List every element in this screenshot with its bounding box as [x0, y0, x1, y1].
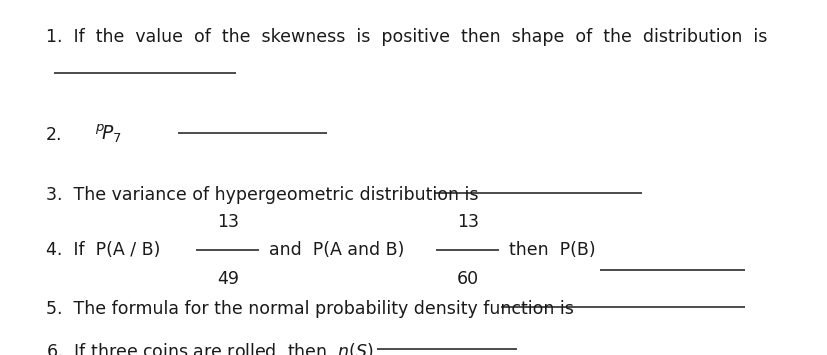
Text: 4.  If  P(A / B): 4. If P(A / B): [45, 241, 160, 259]
Text: 60: 60: [457, 270, 478, 288]
Text: 5.  The formula for the normal probability density function is: 5. The formula for the normal probabilit…: [45, 300, 573, 318]
Text: 3.  The variance of hypergeometric distribution is: 3. The variance of hypergeometric distri…: [45, 186, 477, 204]
Text: 6.  If three coins are rolled, then  $n(S)$: 6. If three coins are rolled, then $n(S)…: [45, 341, 373, 355]
Text: 49: 49: [217, 270, 238, 288]
Text: then  P(B): then P(B): [509, 241, 595, 259]
Text: 2.: 2.: [45, 126, 62, 144]
Text: 13: 13: [217, 213, 238, 231]
Text: 1.  If  the  value  of  the  skewness  is  positive  then  shape  of  the  distr: 1. If the value of the skewness is posit…: [45, 28, 766, 47]
Text: 13: 13: [457, 213, 478, 231]
Text: and  P(A and B): and P(A and B): [269, 241, 404, 259]
Text: ${}^{p}\!P_{7}$: ${}^{p}\!P_{7}$: [95, 122, 122, 145]
